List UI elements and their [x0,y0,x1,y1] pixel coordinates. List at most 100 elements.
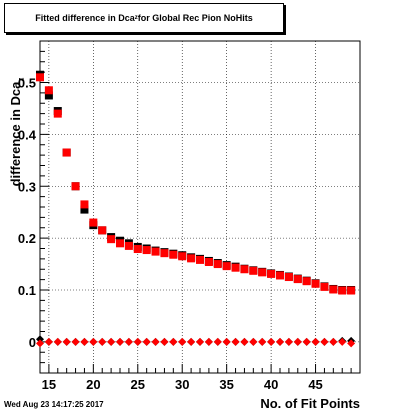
data-point-square-s0 [80,205,89,214]
y-axis-label-text: difference in Dca [8,81,23,187]
data-point-diamond-s3 [107,337,116,346]
data-point-square-s1 [338,286,347,295]
x-axis-label: No. of Fit Points [260,396,360,411]
data-point-square-s0 [44,91,53,100]
data-point-diamond-s3 [320,337,329,346]
data-point-diamond-s3 [142,337,151,346]
y-tick-label: 0.4 [18,127,37,142]
data-point-square-s1 [276,271,284,280]
data-point-square-s1 [71,182,80,191]
data-point-square-s1 [258,268,267,277]
chart-title: Fitted difference in Dca z for Global Rec… [4,3,284,33]
data-point-diamond-s3 [347,339,356,348]
chart-title-sub: z [134,15,138,21]
x-tick-label: 35 [219,377,233,392]
y-tick-label: 0.5 [18,76,36,91]
y-tick-label: 0.3 [18,179,36,194]
data-point-diamond-s3 [62,337,71,346]
x-tick-label: 15 [42,377,56,392]
data-point-square-s1 [116,239,124,248]
data-point-diamond-s3 [293,337,302,346]
data-point-square-s1 [62,148,71,157]
data-point-diamond-s3 [276,337,284,346]
data-point-diamond-s3 [169,337,178,346]
axis-ticks [39,40,361,374]
data-point-square-s1 [53,109,62,118]
data-point-diamond-s3 [240,337,249,346]
data-point-square-s1 [151,247,160,256]
data-point-diamond-s3 [249,337,258,346]
y-tick-label: 0.1 [18,283,36,298]
data-point-square-s1 [133,245,142,254]
tick-labels: 15 20 25 30 35 40 45 0 0.1 0.2 0.3 0.4 0.5 [18,76,323,393]
data-point-square-s1 [98,226,107,235]
data-point-square-s1 [142,246,151,255]
y-axis-label-sub: z [16,77,26,82]
data-point-square-s1 [80,200,89,209]
y-axis-label: difference in Dcaz [8,62,26,202]
data-point-square-s1 [231,263,240,272]
x-tick-label: 30 [175,377,189,392]
data-point-diamond-s3 [311,337,320,346]
data-point-square-s1 [178,252,187,261]
data-point-square-s1 [107,235,116,244]
data-point-square-s1 [89,218,98,227]
data-point-diamond-s3 [231,337,240,346]
data-point-diamond-s3 [302,337,311,346]
data-point-square-s1 [187,254,196,263]
x-tick-label: 40 [264,377,278,392]
data-point-diamond-s3 [187,337,196,346]
data-point-diamond-s3 [133,337,142,346]
data-point-diamond-s3 [71,337,80,346]
data-point-square-s1 [240,265,249,274]
data-markers [36,70,356,348]
data-point-diamond-s3 [53,337,62,346]
data-point-diamond-s3 [151,337,160,346]
data-point-diamond-s3 [89,337,98,346]
data-point-diamond-s3 [338,337,347,346]
data-point-diamond-s3 [116,337,124,346]
data-point-square-s1 [329,285,338,294]
data-point-diamond-s3 [98,337,107,346]
chart-title-text: Fitted difference in Dca [35,13,135,23]
data-point-diamond-s3 [329,337,338,346]
data-point-diamond-s3 [222,337,231,346]
data-point-square-s1 [160,249,169,258]
data-point-diamond-s3 [204,337,213,346]
timestamp: Wed Aug 23 14:17:25 2017 [4,400,104,409]
data-point-diamond-s3 [80,337,89,346]
data-point-square-s1 [284,273,293,282]
x-tick-label: 45 [308,377,322,392]
data-point-square-s1 [347,286,356,295]
data-point-diamond-s3 [124,337,133,346]
data-point-square-s1 [196,255,204,264]
y-tick-label: 0.2 [18,231,36,246]
data-point-square-s1 [249,266,258,275]
x-tick-label: 20 [86,377,100,392]
chart-title-suffix: for Global Rec Pion NoHits [137,13,253,23]
data-point-diamond-s3 [258,337,267,346]
data-point-square-s1 [36,73,44,82]
data-point-square-s1 [267,269,276,278]
data-point-square-s1 [222,262,231,271]
data-point-square-s1 [169,250,178,259]
y-tick-label: 0 [29,335,36,350]
data-point-square-s1 [293,275,302,284]
data-point-diamond-s3 [160,337,169,346]
data-point-diamond-s3 [284,337,293,346]
data-point-square-s1 [204,257,213,266]
data-point-diamond-s3 [36,339,44,348]
data-point-square-s1 [302,277,311,286]
data-point-diamond-s2 [36,335,44,344]
data-point-diamond-s3 [178,337,187,346]
data-point-square-s1 [213,260,222,269]
data-point-square-s1 [124,241,133,250]
data-point-square-s1 [44,86,53,95]
data-point-diamond-s3 [213,337,222,346]
data-point-diamond-s3 [267,337,276,346]
data-point-square-s1 [311,279,320,288]
data-point-square-s1 [320,282,329,291]
data-point-diamond-s3 [44,337,53,346]
data-point-diamond-s3 [196,337,204,346]
